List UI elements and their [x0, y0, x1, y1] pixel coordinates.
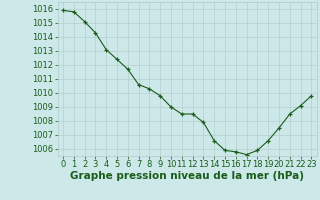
X-axis label: Graphe pression niveau de la mer (hPa): Graphe pression niveau de la mer (hPa)	[70, 171, 304, 181]
